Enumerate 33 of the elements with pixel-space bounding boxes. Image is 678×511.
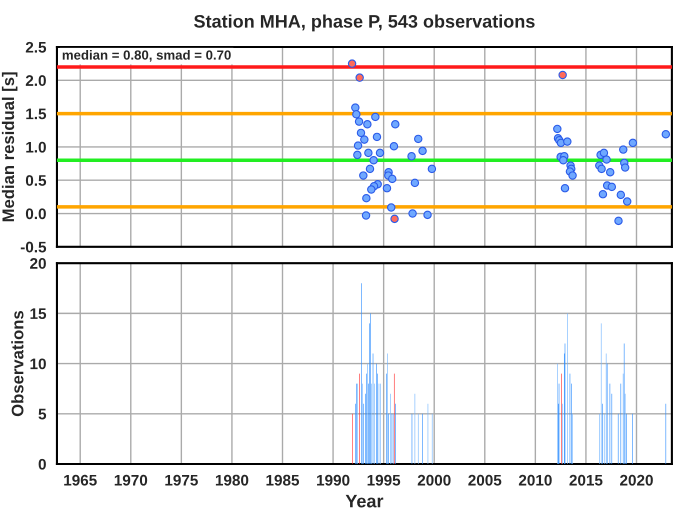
y-tick-label: 20: [30, 258, 46, 269]
x-tick-label: 2020: [620, 474, 653, 486]
x-tick-label: 1980: [216, 474, 248, 486]
y-tick-label: 15: [30, 308, 46, 320]
chart-title: Station MHA, phase P, 543 observations: [194, 14, 535, 32]
y-axis-title: Observations: [11, 310, 24, 416]
x-tick-label: 2005: [468, 474, 502, 486]
x-tick-label: 2010: [518, 474, 552, 486]
y-tick-label: 0.0: [26, 208, 46, 220]
annotation: median = 0.80, smad = 0.70: [62, 50, 231, 62]
y-tick-label: 5: [38, 408, 46, 420]
x-tick-label: 2000: [418, 474, 451, 486]
y-tick-label: 1.0: [26, 142, 46, 153]
x-tick-label: 1970: [114, 474, 148, 486]
x-tick-label: 1965: [64, 474, 97, 486]
point: [355, 73, 364, 82]
x-tick-label: 1975: [165, 474, 198, 486]
point: [390, 214, 399, 224]
x-tick-label: 1995: [368, 474, 400, 486]
y-tick-label: 2.0: [26, 75, 46, 86]
x-tick-label: 2015: [569, 474, 602, 486]
x-tick-label: 1990: [317, 474, 350, 486]
y-tick-label: 0.5: [26, 175, 46, 186]
y-axis-title: Median residual [s]: [2, 72, 18, 222]
y-tick-label: 0: [38, 458, 46, 470]
y-tick-label: 2.5: [26, 42, 46, 53]
y-tick-label: 1.5: [26, 108, 46, 120]
x-tick-label: 1985: [266, 474, 300, 486]
point: [558, 70, 567, 80]
x-axis-title: Year: [346, 494, 384, 508]
point: [348, 59, 356, 68]
y-tick-label: 10: [30, 358, 46, 370]
y-tick-label: -0.5: [20, 242, 46, 252]
